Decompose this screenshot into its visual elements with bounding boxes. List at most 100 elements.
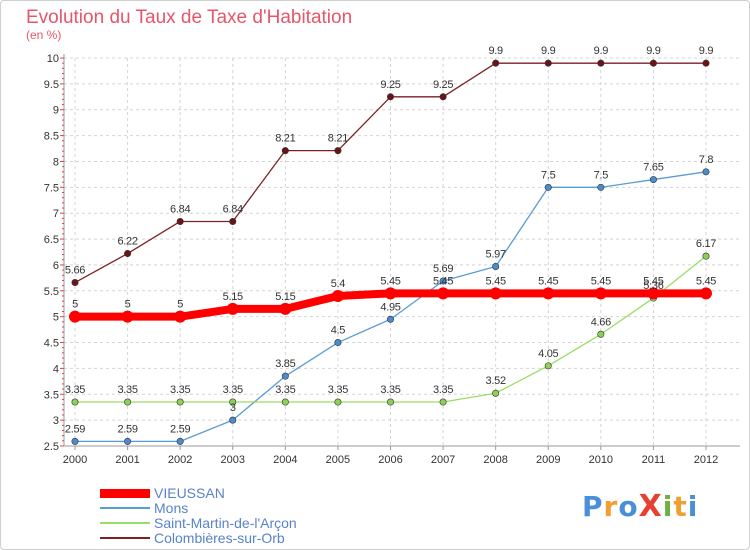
data-point [281,147,289,155]
logo-letter: t [673,490,688,523]
data-label: 5.4 [331,278,346,290]
data-label: 5.15 [223,291,243,303]
x-tick-label: 2012 [694,454,718,466]
data-point [702,252,710,260]
x-tick-label: 2002 [168,454,192,466]
chart-title: Evolution du Taux de Taxe d'Habitation [26,7,353,28]
y-tick-label: 8 [53,156,59,168]
data-label: 3.85 [275,358,295,370]
legend-label: Mons [154,500,189,516]
data-point [439,93,447,101]
data-point [439,398,447,406]
data-point [334,147,342,155]
data-point [489,287,502,300]
data-label: 5.45 [696,275,716,287]
data-label: 5.66 [65,265,85,277]
x-tick-label: 2006 [378,454,402,466]
y-tick-label: 7.5 [44,182,59,194]
legend-swatch [100,488,150,498]
x-tick-label: 2003 [221,454,245,466]
data-point [124,437,132,445]
y-tick-label: 6 [53,260,59,272]
logo-letter: P [582,490,604,523]
legend-label: Saint-Martin-de-l'Arçon [154,515,297,531]
data-point [544,59,552,67]
legend-item: Mons [100,500,188,516]
data-point [647,287,660,300]
data-point [124,250,132,258]
data-point [384,287,397,300]
data-label: 3.35 [117,384,137,396]
data-point [700,287,712,300]
data-label: 5.45 [643,275,663,287]
y-tick-label: 4 [53,363,59,375]
data-point [597,330,605,338]
data-point [281,398,289,406]
data-point [281,372,289,380]
data-point [544,183,552,191]
data-label: 5.45 [380,275,400,287]
data-label: 8.21 [328,133,348,145]
x-tick-label: 2010 [589,454,613,466]
data-label: 5.36 [643,280,663,292]
data-label: 9.9 [488,45,503,57]
data-label: 4.66 [591,316,611,328]
data-label: 4.95 [380,301,400,313]
data-label: 5.45 [591,275,611,287]
data-point [492,59,500,67]
data-label: 6.17 [696,238,716,250]
y-tick-label: 9.5 [44,79,59,91]
x-tick-label: 2011 [642,454,666,466]
y-tick-label: 2.5 [44,441,59,453]
legend-item: Colombières-sur-Orb [100,530,285,546]
data-label: 5 [125,299,131,311]
y-tick-label: 7 [53,208,59,220]
data-label: 8.21 [275,133,295,145]
y-tick-label: 5.5 [44,286,59,298]
data-label: 9.9 [699,45,714,57]
logo-letter: i [662,490,674,523]
data-label: 5.45 [486,275,506,287]
y-tick-label: 3.5 [44,389,59,401]
y-tick-label: 5 [53,312,59,324]
data-point [437,287,450,300]
logo-letter: i [687,490,699,523]
legend-swatch [100,522,150,524]
data-label: 6.84 [170,203,190,215]
data-label: 3.35 [223,384,243,396]
data-point [492,262,500,270]
logo-letter: o [618,490,639,523]
data-point [597,183,605,191]
legend-swatch [100,507,150,509]
data-label: 4.05 [538,348,558,360]
data-label: 3.35 [170,384,190,396]
data-label: 5 [177,299,183,311]
data-label: 3 [230,402,236,414]
y-tick-label: 3 [53,415,59,427]
legend-item: VIEUSSAN [100,485,225,501]
data-point [331,289,344,302]
data-label: 7.5 [541,169,556,181]
data-point [597,59,605,67]
data-label: 3.35 [380,384,400,396]
data-label: 7.5 [594,169,609,181]
x-tick-label: 2009 [536,454,560,466]
data-point [279,302,292,315]
data-point [71,279,79,287]
data-label: 5.15 [275,291,295,303]
data-label: 3.35 [433,384,453,396]
data-point [386,93,394,101]
data-label: 2.59 [65,423,85,435]
y-tick-label: 8.5 [44,131,59,143]
data-point [439,277,447,285]
data-label: 5.97 [486,248,506,260]
data-label: 5.45 [433,275,453,287]
data-point [386,398,394,406]
data-label: 2.59 [117,423,137,435]
data-point [492,389,500,397]
data-label: 3.35 [65,384,85,396]
y-tick-label: 10 [47,53,59,65]
x-tick-label: 2000 [63,454,87,466]
